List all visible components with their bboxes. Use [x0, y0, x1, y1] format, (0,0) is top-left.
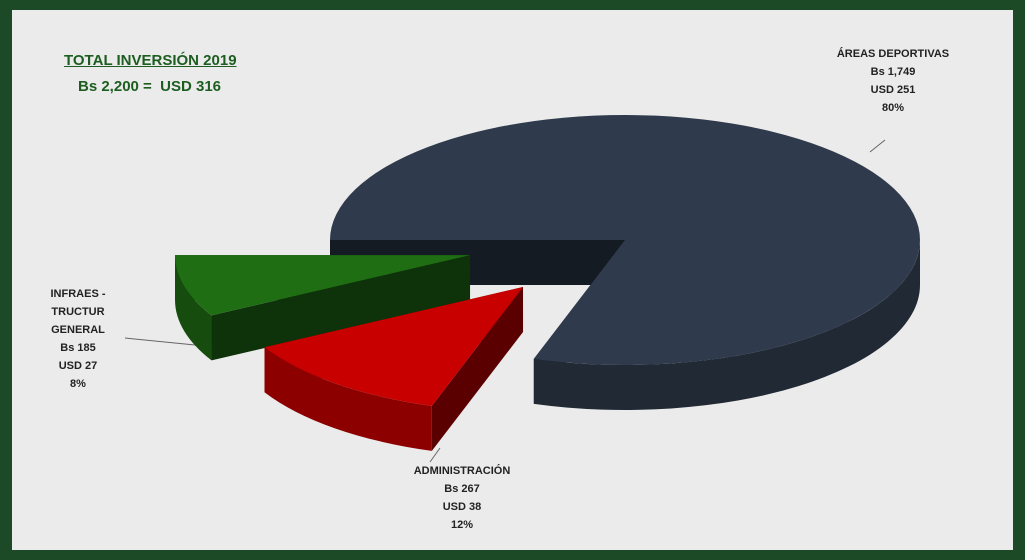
label-value: 8% [70, 378, 86, 390]
data-label: ADMINISTRACIÓN Bs 267 USD 38 12% [387, 462, 537, 534]
slice-top [330, 114, 920, 366]
label-name: INFRAES - TRUCTUR GENERAL [50, 288, 106, 336]
slice-side [175, 255, 212, 361]
pie-slice [175, 255, 471, 361]
data-label: INFRAES - TRUCTUR GENERAL Bs 185 USD 27 8% [38, 285, 118, 393]
pie-slice [330, 114, 920, 410]
chart-title: TOTAL INVERSIÓN 2019 [64, 52, 237, 69]
data-label: ÁREAS DEPORTIVAS Bs 1,749 USD 251 80% [818, 45, 968, 117]
label-value: USD 38 [442, 501, 482, 513]
label-value: USD 27 [58, 360, 98, 372]
slice-top [264, 287, 524, 406]
label-value: Bs 267 [444, 483, 480, 495]
slice-side [264, 347, 432, 451]
leader-line [869, 139, 886, 153]
label-value: USD 251 [870, 84, 916, 96]
label-value: Bs 1,749 [870, 66, 916, 78]
leader-line [124, 337, 196, 346]
pie-slice [264, 287, 524, 451]
label-name: ADMINISTRACIÓN [413, 465, 511, 477]
label-value: 80% [881, 102, 905, 114]
label-value: Bs 185 [60, 342, 96, 354]
leader-line [429, 447, 441, 463]
slice-side [533, 240, 920, 410]
label-value: 12% [450, 519, 474, 531]
label-name: ÁREAS DEPORTIVAS [836, 48, 950, 60]
slice-top [175, 255, 471, 316]
chart-subtitle: Bs 2,200 = USD 316 [78, 78, 222, 95]
